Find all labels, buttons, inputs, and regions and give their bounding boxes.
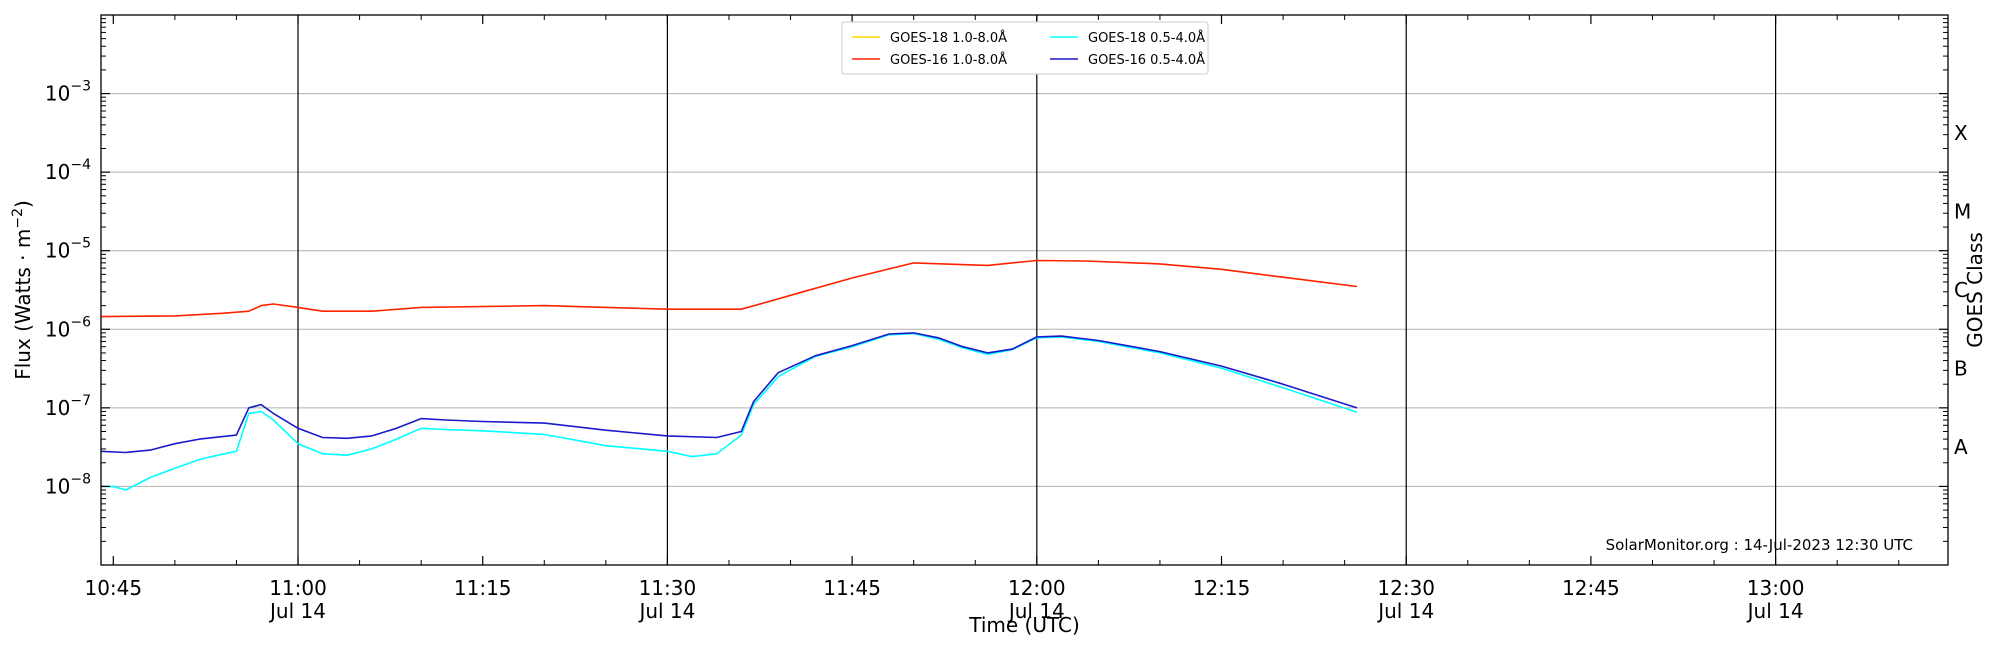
legend-label-3: GOES-16 0.5-4.0Å (1088, 52, 1205, 68)
x-tick-label-5: 12:00 (1008, 576, 1066, 600)
right-axis-title: GOES Class (1963, 232, 1987, 348)
series-lines (100, 259, 1358, 491)
y-tick-exponent-2: −6 (70, 314, 91, 330)
goes-class-A: A (1954, 435, 1968, 459)
y-tick-exponent-1: −7 (70, 393, 91, 409)
series-line-1 (100, 259, 1358, 318)
y-axis-title-exponent: −2 (10, 208, 26, 229)
x-tick-label-6: 12:15 (1193, 576, 1251, 600)
y-tick-exponent-5: −3 (70, 79, 91, 95)
x-tick-label-3: 11:30 (639, 576, 697, 600)
goes-class-labels: A B C M X (1954, 121, 1971, 459)
y-tick-label-1: 10−7 (45, 393, 91, 420)
x-tick-label-4: 11:45 (823, 576, 881, 600)
x-tick-label-9: 13:00 (1747, 576, 1805, 600)
legend-label-2: GOES-18 0.5-4.0Å (1088, 30, 1205, 46)
series-line-3 (100, 332, 1358, 454)
plot-frame (100, 14, 1949, 566)
y-tick-base-5: 10 (45, 82, 70, 106)
x-tick-label-1: 11:00 (269, 576, 327, 600)
legend-label-0: GOES-18 1.0-8.0Å (890, 30, 1007, 46)
goes-class-C: C (1954, 278, 1968, 302)
y-tick-base-4: 10 (45, 160, 70, 184)
y-tick-labels: 10−810−710−610−510−410−3 (45, 79, 91, 499)
x-tick-label-0: 10:45 (84, 576, 142, 600)
y-tick-exponent-3: −5 (70, 236, 91, 252)
goes-class-M: M (1954, 199, 1971, 223)
legend-box (841, 21, 1209, 75)
day-separator-lines (297, 15, 1777, 565)
horizontal-grid (101, 93, 1948, 487)
x-tick-date-1: Jul 14 (268, 599, 326, 623)
x-tick-date-7: Jul 14 (1376, 599, 1434, 623)
x-tick-label-7: 12:30 (1377, 576, 1435, 600)
x-tick-date-3: Jul 14 (637, 599, 695, 623)
y-tick-exponent-4: −4 (70, 157, 91, 173)
credit-text: SolarMonitor.org : 14-Jul-2023 12:30 UTC (1606, 536, 1913, 554)
y-tick-label-0: 10−8 (45, 471, 91, 498)
y-tick-label-5: 10−3 (45, 79, 91, 106)
x-axis-title: Time (UTC) (968, 613, 1080, 637)
y-tick-label-3: 10−5 (45, 236, 91, 263)
x-tick-date-9: Jul 14 (1746, 599, 1804, 623)
goes-class-B: B (1954, 357, 1968, 381)
legend: GOES-18 1.0-8.0Å GOES-16 1.0-8.0Å GOES-18 … (841, 21, 1209, 75)
legend-label-1: GOES-16 1.0-8.0Å (890, 52, 1007, 68)
y-tick-label-2: 10−6 (45, 314, 91, 341)
y-tick-exponent-0: −8 (70, 471, 91, 487)
y-axis-title: Flux (Watts · m−2) (10, 200, 35, 380)
axis-ticks (101, 15, 1948, 565)
y-tick-base-2: 10 (45, 317, 70, 341)
y-tick-label-4: 10−4 (45, 157, 91, 184)
y-axis-title-base: Flux (Watts · m (11, 229, 35, 380)
y-tick-base-3: 10 (45, 239, 70, 263)
x-tick-label-2: 11:15 (454, 576, 512, 600)
goes-class-X: X (1954, 121, 1968, 145)
x-tick-date-5: Jul 14 (1007, 599, 1065, 623)
x-tick-label-8: 12:45 (1562, 576, 1620, 600)
y-tick-base-0: 10 (45, 474, 70, 498)
y-axis-title-close: ) (11, 200, 35, 208)
y-tick-base-1: 10 (45, 396, 70, 420)
